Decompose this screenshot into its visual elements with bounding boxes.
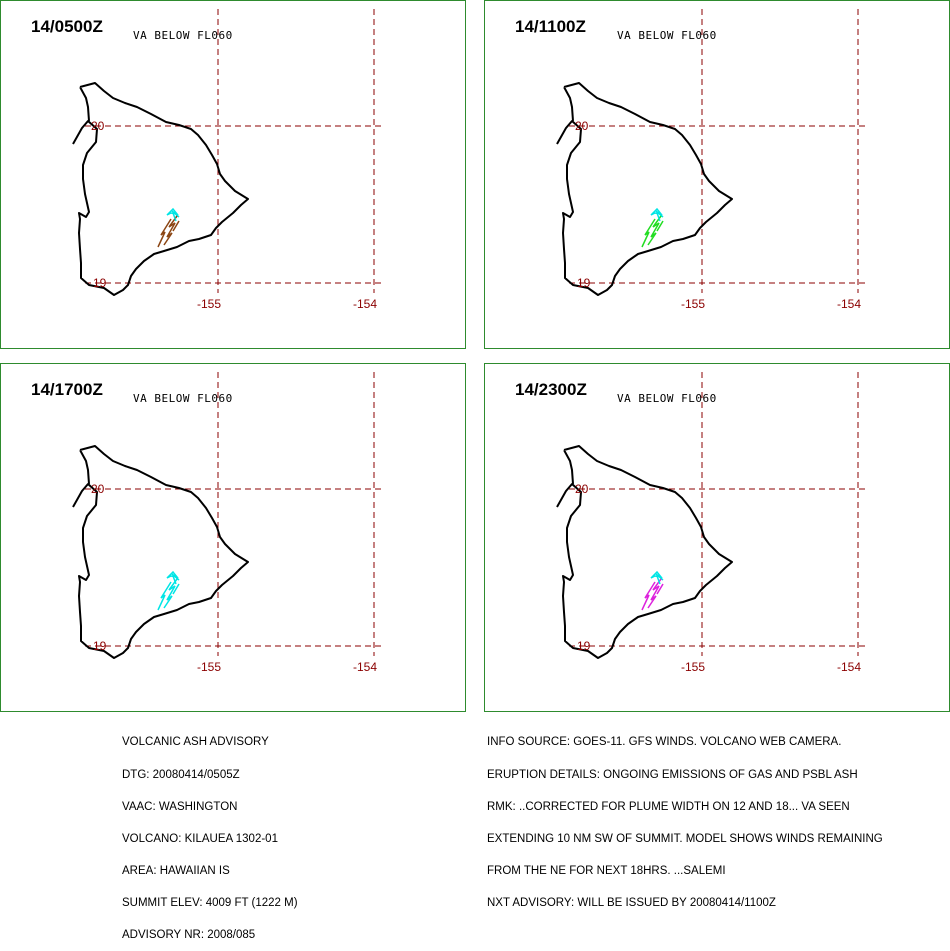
advisory-line: VOLCANO: KILAUEA 1302-01: [122, 832, 278, 845]
map-canvas: [556, 9, 867, 296]
panel-time: 14/1700Z: [31, 380, 103, 399]
lon-label-155: -155: [197, 660, 222, 674]
advisory-line: VAAC: WASHINGTON: [122, 800, 238, 813]
ash-plume: [157, 207, 180, 248]
lon-label-154: -154: [837, 660, 862, 674]
advisory-line: SUMMIT ELEV: 4009 FT (1222 M): [122, 896, 298, 909]
island-coastline: [556, 82, 733, 296]
advisory-line: NXT ADVISORY: WILL BE ISSUED BY 20080414…: [487, 896, 776, 909]
lat-label-19: 19: [577, 639, 591, 653]
advisory-line: VOLCANIC ASH ADVISORY: [122, 736, 269, 749]
map-panel-3: 14/1700Z VA BELOW FL060 20 19 -155 -154: [0, 363, 466, 712]
panel-subtitle: VA BELOW FL060: [617, 29, 717, 42]
advisory-line: DTG: 20080414/0505Z: [122, 768, 240, 781]
lat-label-19: 19: [93, 276, 107, 290]
panel-time: 14/0500Z: [31, 17, 103, 36]
lon-label-155: -155: [197, 297, 222, 311]
advisory-left-block: VOLCANIC ASH ADVISORY DTG: 20080414/0505…: [122, 716, 298, 951]
ash-plume-core: [656, 212, 661, 222]
lon-label-154: -154: [353, 660, 378, 674]
advisory-line: RMK: ..CORRECTED FOR PLUME WIDTH ON 12 A…: [487, 800, 850, 813]
advisory-line: AREA: HAWAIIAN IS: [122, 864, 230, 877]
map-panel-2: 14/1100Z VA BELOW FL060 20 19 -155 -154: [484, 0, 950, 349]
lon-label-155: -155: [681, 297, 706, 311]
map-canvas: [72, 372, 383, 659]
advisory-line: ERUPTION DETAILS: ONGOING EMISSIONS OF G…: [487, 768, 858, 781]
island-coastline: [72, 82, 249, 296]
panel-subtitle: VA BELOW FL060: [133, 29, 233, 42]
map-panel-4: 14/2300Z VA BELOW FL060 20 19 -155 -154: [484, 363, 950, 712]
lon-label-154: -154: [353, 297, 378, 311]
ash-plume: [157, 570, 180, 611]
ash-plume-streaks: [157, 215, 180, 248]
lat-label-19: 19: [93, 639, 107, 653]
ash-plume-streaks: [157, 578, 180, 611]
island-coastline: [72, 445, 249, 659]
lon-label-154: -154: [837, 297, 862, 311]
ash-plume-core: [172, 212, 177, 222]
lat-label-20: 20: [575, 119, 589, 133]
map-canvas: [72, 9, 383, 296]
advisory-right-block: INFO SOURCE: GOES-11. GFS WINDS. VOLCANO…: [487, 716, 883, 919]
advisory-line: FROM THE NE FOR NEXT 18HRS. ...SALEMI: [487, 864, 726, 877]
panel-subtitle: VA BELOW FL060: [133, 392, 233, 405]
advisory-line: ADVISORY NR: 2008/085: [122, 928, 256, 941]
ash-plume-summit: [650, 570, 664, 581]
panel-time: 14/1100Z: [515, 17, 586, 36]
lat-label-19: 19: [577, 276, 591, 290]
map-panel-1: 14/0500Z VA BELOW FL060 20 19 -155 -154: [0, 0, 466, 349]
ash-plume-streaks: [641, 215, 664, 248]
island-coastline: [556, 445, 733, 659]
ash-plume: [641, 570, 664, 611]
ash-plume-summit: [166, 207, 180, 218]
advisory-line: EXTENDING 10 NM SW OF SUMMIT. MODEL SHOW…: [487, 832, 883, 845]
panel-time: 14/2300Z: [515, 380, 587, 399]
ash-plume-streaks: [641, 578, 664, 611]
ash-plume: [641, 207, 664, 248]
ash-plume-summit: [166, 570, 180, 581]
ash-plume-summit: [650, 207, 664, 218]
panel-subtitle: VA BELOW FL060: [617, 392, 717, 405]
lat-label-20: 20: [575, 482, 589, 496]
lat-label-20: 20: [91, 119, 105, 133]
map-canvas: [556, 372, 867, 659]
ash-plume-core: [172, 575, 177, 585]
ash-plume-core: [656, 575, 661, 585]
lat-label-20: 20: [91, 482, 105, 496]
advisory-line: INFO SOURCE: GOES-11. GFS WINDS. VOLCANO…: [487, 736, 842, 749]
lon-label-155: -155: [681, 660, 706, 674]
